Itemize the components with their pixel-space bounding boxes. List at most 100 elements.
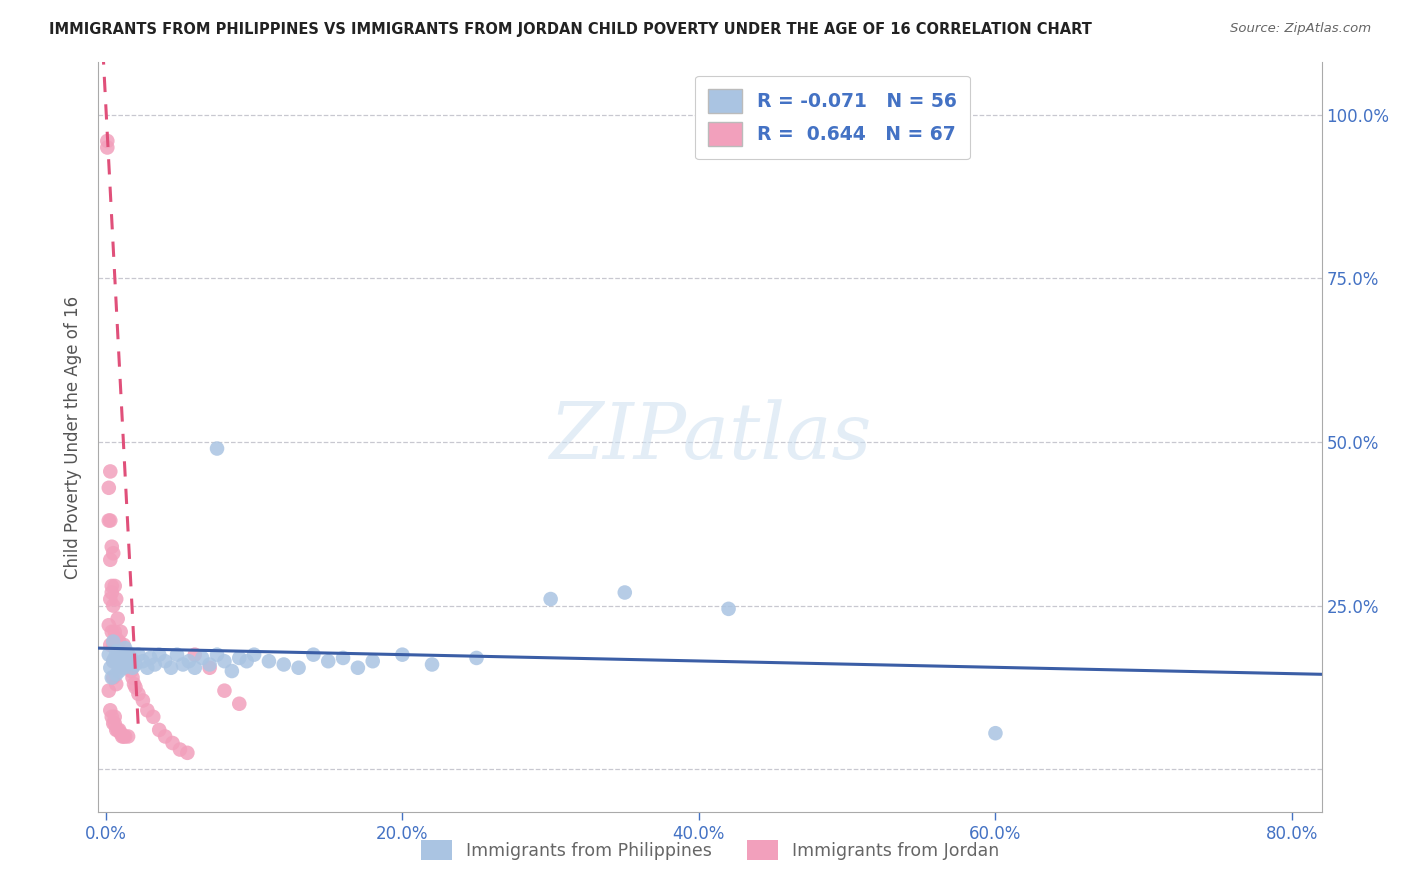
- Point: [118, 654, 141, 668]
- Point: [162, 736, 184, 750]
- Point: [114, 730, 136, 744]
- Point: [100, 624, 122, 639]
- Point: [98, 703, 121, 717]
- Point: [148, 723, 170, 737]
- Point: [287, 661, 309, 675]
- Point: [112, 661, 135, 675]
- Point: [110, 624, 132, 639]
- Point: [347, 661, 370, 675]
- Point: [105, 592, 128, 607]
- Point: [613, 585, 636, 599]
- Point: [132, 693, 155, 707]
- Point: [105, 677, 128, 691]
- Point: [112, 730, 135, 744]
- Y-axis label: Child Poverty Under the Age of 16: Child Poverty Under the Age of 16: [65, 295, 83, 579]
- Point: [107, 612, 129, 626]
- Point: [420, 657, 443, 672]
- Point: [198, 661, 221, 675]
- Point: [100, 585, 122, 599]
- Point: [103, 634, 125, 648]
- Point: [127, 687, 149, 701]
- Point: [117, 648, 139, 662]
- Point: [104, 651, 127, 665]
- Point: [191, 651, 214, 665]
- Point: [103, 638, 125, 652]
- Point: [124, 681, 146, 695]
- Point: [110, 726, 132, 740]
- Point: [717, 602, 740, 616]
- Point: [121, 671, 143, 685]
- Point: [153, 730, 176, 744]
- Point: [198, 657, 221, 672]
- Point: [120, 664, 142, 678]
- Point: [120, 651, 142, 665]
- Point: [221, 664, 243, 678]
- Text: ZIPatlas: ZIPatlas: [548, 399, 872, 475]
- Point: [127, 648, 149, 662]
- Point: [184, 648, 207, 662]
- Point: [97, 618, 120, 632]
- Point: [98, 514, 121, 528]
- Point: [184, 661, 207, 675]
- Point: [105, 632, 128, 646]
- Point: [100, 540, 122, 554]
- Text: Source: ZipAtlas.com: Source: ZipAtlas.com: [1230, 22, 1371, 36]
- Point: [104, 624, 127, 639]
- Point: [98, 638, 121, 652]
- Point: [121, 661, 143, 675]
- Point: [984, 726, 1007, 740]
- Point: [205, 648, 228, 662]
- Point: [103, 716, 125, 731]
- Point: [114, 641, 136, 656]
- Point: [235, 654, 257, 668]
- Point: [100, 671, 122, 685]
- Point: [105, 723, 128, 737]
- Point: [132, 654, 155, 668]
- Point: [97, 648, 120, 662]
- Point: [96, 140, 118, 154]
- Point: [97, 514, 120, 528]
- Point: [172, 657, 194, 672]
- Point: [176, 746, 198, 760]
- Point: [111, 730, 134, 744]
- Point: [100, 710, 122, 724]
- Point: [169, 742, 191, 756]
- Point: [117, 730, 139, 744]
- Point: [111, 648, 134, 662]
- Point: [214, 683, 236, 698]
- Point: [98, 553, 121, 567]
- Point: [103, 671, 125, 685]
- Point: [103, 654, 125, 668]
- Point: [104, 716, 127, 731]
- Point: [540, 592, 562, 607]
- Point: [160, 661, 183, 675]
- Legend: Immigrants from Philippines, Immigrants from Jordan: Immigrants from Philippines, Immigrants …: [413, 833, 1007, 867]
- Point: [100, 579, 122, 593]
- Point: [153, 654, 176, 668]
- Point: [243, 648, 266, 662]
- Point: [103, 599, 125, 613]
- Point: [228, 697, 250, 711]
- Point: [111, 654, 134, 668]
- Point: [136, 661, 159, 675]
- Point: [465, 651, 488, 665]
- Point: [136, 703, 159, 717]
- Point: [139, 651, 162, 665]
- Point: [105, 644, 128, 658]
- Point: [177, 654, 200, 668]
- Point: [115, 657, 138, 672]
- Point: [108, 723, 131, 737]
- Point: [107, 723, 129, 737]
- Point: [391, 648, 413, 662]
- Point: [103, 654, 125, 668]
- Point: [103, 546, 125, 560]
- Point: [98, 592, 121, 607]
- Point: [302, 648, 325, 662]
- Point: [257, 654, 280, 668]
- Point: [122, 677, 145, 691]
- Point: [214, 654, 236, 668]
- Point: [107, 657, 129, 672]
- Point: [112, 638, 135, 652]
- Point: [228, 651, 250, 665]
- Point: [117, 648, 139, 662]
